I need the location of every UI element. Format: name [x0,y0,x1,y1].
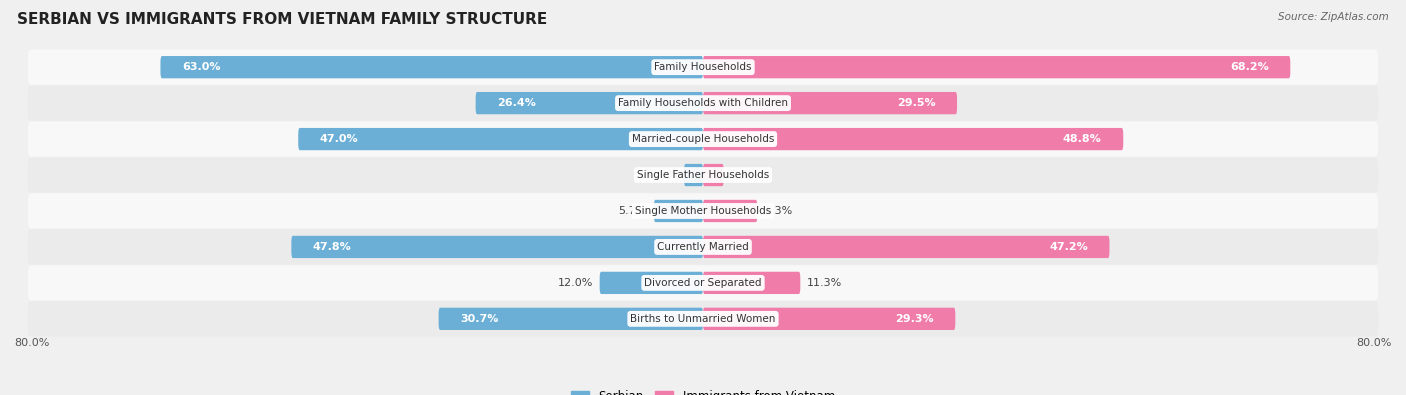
FancyBboxPatch shape [291,236,703,258]
Text: 6.3%: 6.3% [763,206,793,216]
FancyBboxPatch shape [599,272,703,294]
FancyBboxPatch shape [475,92,703,114]
FancyBboxPatch shape [703,164,724,186]
FancyBboxPatch shape [439,308,703,330]
Text: Births to Unmarried Women: Births to Unmarried Women [630,314,776,324]
FancyBboxPatch shape [703,308,955,330]
Text: 80.0%: 80.0% [14,338,49,348]
FancyBboxPatch shape [703,200,758,222]
Text: SERBIAN VS IMMIGRANTS FROM VIETNAM FAMILY STRUCTURE: SERBIAN VS IMMIGRANTS FROM VIETNAM FAMIL… [17,12,547,27]
FancyBboxPatch shape [703,128,1123,150]
Text: Source: ZipAtlas.com: Source: ZipAtlas.com [1278,12,1389,22]
FancyBboxPatch shape [703,236,1109,258]
FancyBboxPatch shape [703,56,1291,78]
Text: Single Mother Households: Single Mother Households [636,206,770,216]
Text: Currently Married: Currently Married [657,242,749,252]
Text: 48.8%: 48.8% [1063,134,1102,144]
FancyBboxPatch shape [685,164,703,186]
FancyBboxPatch shape [28,265,1378,301]
FancyBboxPatch shape [28,121,1378,157]
Text: 12.0%: 12.0% [557,278,593,288]
Text: 68.2%: 68.2% [1230,62,1268,72]
FancyBboxPatch shape [703,92,957,114]
FancyBboxPatch shape [28,229,1378,265]
Text: Family Households: Family Households [654,62,752,72]
FancyBboxPatch shape [298,128,703,150]
Text: 63.0%: 63.0% [181,62,221,72]
Text: 29.5%: 29.5% [897,98,935,108]
Text: 5.7%: 5.7% [619,206,647,216]
Text: 2.2%: 2.2% [648,170,678,180]
FancyBboxPatch shape [654,200,703,222]
FancyBboxPatch shape [160,56,703,78]
Text: Single Father Households: Single Father Households [637,170,769,180]
Text: 47.8%: 47.8% [314,242,352,252]
Text: Family Households with Children: Family Households with Children [619,98,787,108]
Text: 80.0%: 80.0% [1357,338,1392,348]
FancyBboxPatch shape [28,301,1378,337]
FancyBboxPatch shape [28,85,1378,121]
FancyBboxPatch shape [28,49,1378,85]
Text: Divorced or Separated: Divorced or Separated [644,278,762,288]
Text: 2.4%: 2.4% [731,170,759,180]
FancyBboxPatch shape [703,272,800,294]
FancyBboxPatch shape [28,194,1378,229]
Text: 29.3%: 29.3% [896,314,934,324]
FancyBboxPatch shape [28,158,1378,193]
Text: 11.3%: 11.3% [807,278,842,288]
Text: 47.2%: 47.2% [1049,242,1088,252]
Text: 47.0%: 47.0% [319,134,359,144]
Text: Married-couple Households: Married-couple Households [631,134,775,144]
Text: 26.4%: 26.4% [498,98,536,108]
Legend: Serbian, Immigrants from Vietnam: Serbian, Immigrants from Vietnam [567,385,839,395]
Text: 30.7%: 30.7% [460,314,499,324]
